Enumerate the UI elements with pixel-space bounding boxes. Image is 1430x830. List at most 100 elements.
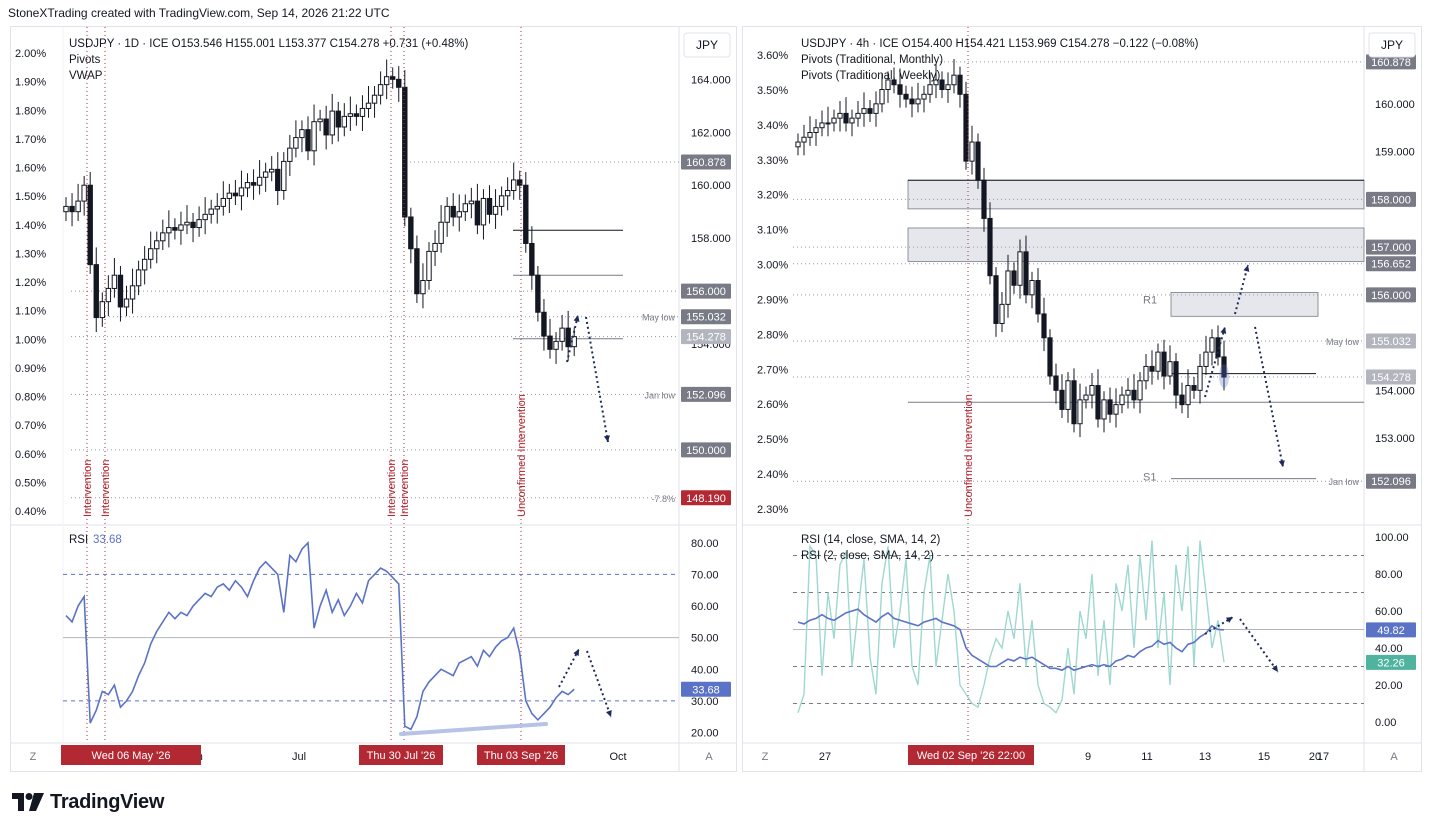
- rsi-axis-label: 20.00: [1375, 680, 1403, 692]
- scale-auto-button[interactable]: A: [1390, 751, 1398, 763]
- candle-body: [1005, 270, 1011, 305]
- pct-axis-label: 0.50%: [15, 477, 46, 489]
- candle-body: [819, 122, 825, 129]
- projection-arrow-up: [566, 314, 579, 363]
- candle-body: [837, 112, 843, 119]
- candle-body: [523, 184, 529, 244]
- price-tag-bg: [1366, 256, 1416, 272]
- candle-body: [879, 89, 885, 105]
- candle-body: [1047, 337, 1053, 377]
- time-axis-label: 11: [1141, 751, 1152, 763]
- rsi-legend-line1: RSI (14, close, SMA, 14, 2): [801, 534, 941, 546]
- rsi-arrow-up-head: [573, 649, 579, 656]
- candle-body: [214, 205, 220, 210]
- candle-body: [359, 107, 366, 117]
- candle-body: [1101, 399, 1107, 420]
- rsi-axis-label: 20.00: [691, 728, 719, 740]
- candle-body: [849, 117, 855, 124]
- candle-body: [1023, 251, 1029, 296]
- price-tag: 155.032: [686, 312, 726, 324]
- level-note: Jan low: [1328, 477, 1359, 487]
- time-axis-label: 15: [1258, 751, 1270, 763]
- intervention-label: Intervention: [399, 460, 411, 517]
- candle-body: [474, 200, 481, 226]
- candle-body: [1071, 380, 1077, 425]
- price-tag: 155.032: [1371, 336, 1411, 348]
- scale-z-button[interactable]: Z: [762, 751, 769, 763]
- pct-axis-label: 1.80%: [15, 105, 46, 117]
- candle-body: [99, 301, 105, 319]
- rsi-legend-line2: RSI (2, close, SMA, 14, 2): [801, 550, 934, 562]
- level-note: May low: [642, 313, 676, 323]
- date-tag-bg: [359, 745, 443, 765]
- rsi-axis-label: 80.00: [691, 538, 719, 550]
- candle-body: [795, 141, 801, 148]
- candle-body: [1059, 389, 1065, 410]
- rsi-slow-value-tag: 49.82: [1377, 625, 1405, 637]
- candle-body: [1089, 385, 1095, 396]
- candle-body: [957, 74, 963, 95]
- candle-body: [1173, 361, 1179, 396]
- candle-body: [329, 110, 335, 136]
- intervention-label: Intervention: [100, 460, 112, 517]
- last-candle-highlight: [1219, 363, 1229, 388]
- candle-body: [293, 137, 299, 149]
- pct-axis-label: 1.00%: [15, 334, 46, 346]
- price-tag: 152.096: [686, 389, 726, 401]
- pct-axis-label: 3.10%: [757, 225, 788, 237]
- candle-body: [154, 240, 160, 250]
- candle-body: [432, 242, 438, 252]
- candle-body: [813, 127, 819, 133]
- candle-body: [148, 248, 154, 260]
- currency-button[interactable]: JPY: [696, 38, 718, 52]
- currency-button[interactable]: JPY: [1381, 38, 1403, 52]
- rsi-axis-label: 100.00: [1375, 532, 1409, 544]
- candle-body: [275, 168, 281, 192]
- price-axis-label: 164.000: [691, 74, 731, 86]
- candle-body: [341, 115, 348, 128]
- date-tag: Thu 30 Jul '26: [367, 750, 436, 762]
- candle-body: [951, 74, 957, 86]
- price-tag-bg: [1366, 54, 1416, 70]
- daily-chart-canvas[interactable]: 2.00% 1.90% 1.80% 1.70% 1.60% 1.50% 1.40% 1.30%…: [11, 27, 736, 771]
- candle-body: [141, 258, 148, 271]
- candle-body: [402, 86, 408, 218]
- scale-z-button[interactable]: Z: [30, 751, 37, 763]
- scale-auto-button[interactable]: A: [705, 751, 713, 763]
- candle-body: [208, 208, 214, 215]
- candle-body: [807, 131, 813, 138]
- candle-body: [414, 248, 420, 295]
- date-tag-bg: [908, 745, 1034, 765]
- candle-body: [885, 79, 891, 91]
- rsi-axis-label: 40.00: [691, 664, 719, 676]
- projection-arrow-up-1-head: [1220, 327, 1227, 334]
- daily-chart-panel[interactable]: 2.00% 1.90% 1.80% 1.70% 1.60% 1.50% 1.40% 1.30%…: [10, 26, 737, 772]
- candle-body: [178, 224, 184, 231]
- candle-body: [1185, 385, 1191, 406]
- four-hour-chart-canvas[interactable]: 3.60% 3.50% 3.40% 3.30% 3.20% 3.10% 3.00% 2.90%…: [743, 27, 1421, 771]
- pivot-zone: [907, 179, 1365, 210]
- candle-body: [335, 110, 341, 128]
- candle-body: [903, 93, 909, 100]
- candle-body: [1137, 380, 1143, 401]
- candle-body: [196, 219, 202, 229]
- candle-body: [504, 190, 511, 197]
- candle-body: [1143, 365, 1149, 382]
- tradingview-logo-icon: [12, 793, 44, 811]
- candle-body: [1053, 375, 1059, 391]
- rsi-axis-label: 30.00: [691, 696, 719, 708]
- four-hour-chart-panel[interactable]: 3.60% 3.50% 3.40% 3.30% 3.20% 3.10% 3.00% 2.90%…: [742, 26, 1422, 772]
- intervention-label: Unconfirmed Intervention: [963, 394, 975, 517]
- candle-body: [1191, 385, 1197, 391]
- price-tag-bg: [681, 309, 731, 325]
- pct-axis-label: 0.70%: [15, 420, 46, 432]
- legend-vwap: VWAP: [69, 70, 103, 82]
- date-tag-bg: [61, 745, 201, 765]
- rsi-arrow-up-head: [1226, 617, 1233, 623]
- pct-axis-label: 3.00%: [757, 260, 788, 272]
- candle-body: [1077, 399, 1083, 425]
- candle-body: [921, 93, 927, 100]
- pct-axis-label: 1.90%: [15, 77, 46, 89]
- pct-axis-label: 3.50%: [757, 85, 788, 97]
- time-axis-label: 9: [1085, 751, 1091, 763]
